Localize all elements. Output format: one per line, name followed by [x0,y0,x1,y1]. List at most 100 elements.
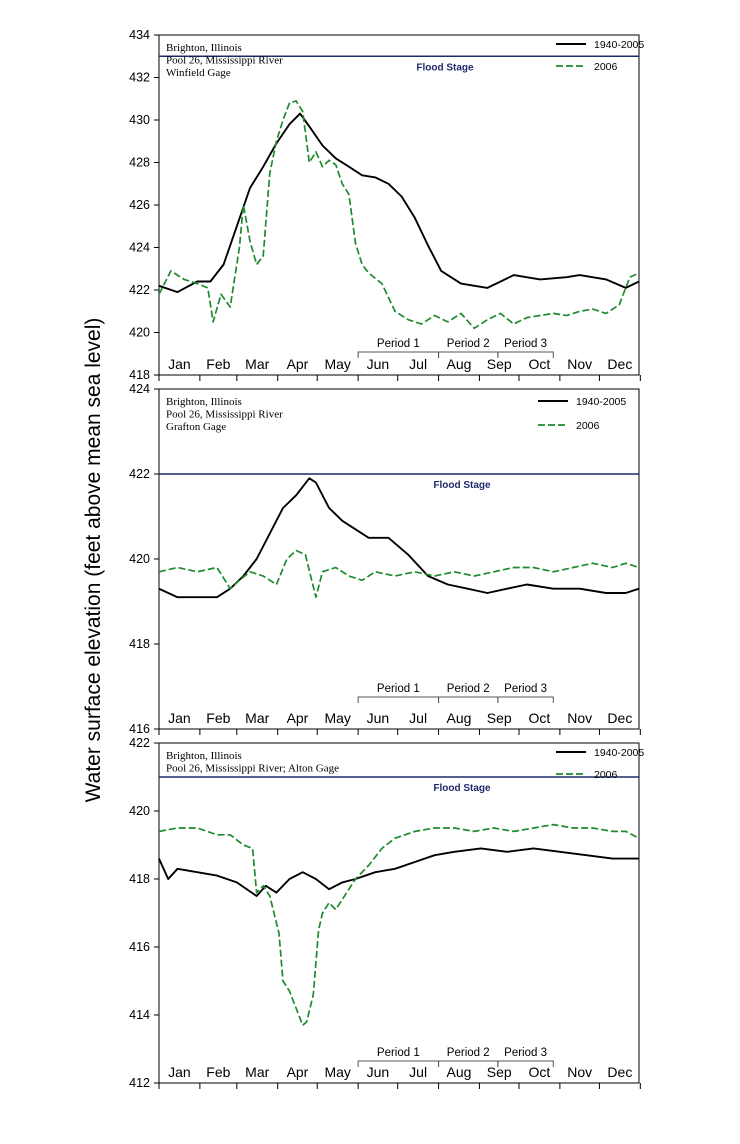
y-tick-label: 424 [129,241,150,255]
period-bracket [497,1060,554,1067]
month-label-jun: Jun [367,1064,390,1080]
month-label-aug: Aug [447,710,472,726]
month-label-oct: Oct [529,1064,551,1080]
series-line-1940-2005 [158,847,639,897]
y-tick-label: 414 [129,1008,150,1022]
month-label-aug: Aug [447,356,472,372]
plot-frame [158,34,640,376]
month-label-may: May [324,1064,350,1080]
month-label-may: May [324,356,350,372]
month-label-jun: Jun [367,710,390,726]
location-text: Pool 26, Mississippi River; Alton Gage [166,763,339,775]
legend-label: 1940-2005 [594,747,644,759]
period-bracket [497,696,554,703]
location-text: Brighton, Illinois [166,396,242,408]
plot-frame [158,388,640,730]
y-tick-label: 432 [129,71,150,85]
month-label-may: May [324,710,350,726]
month-label-jan: Jan [168,356,191,372]
y-tick-label: 416 [129,940,150,954]
flood-stage-label: Flood Stage [416,62,474,73]
y-tick-label: 418 [129,368,150,382]
y-tick-label: 422 [129,736,150,750]
y-tick-label: 424 [129,382,150,396]
legend-label: 1940-2005 [576,396,626,408]
month-label-oct: Oct [529,710,551,726]
legend-label: 2006 [576,420,600,432]
location-text: Winfield Gage [166,67,231,79]
chart-panels: Flood Stage 418 420 422 424 426 428 430 432 434 Ja… [129,28,644,1090]
y-tick-label: 418 [129,637,150,651]
period-bracket [438,696,499,703]
y-tick-label: 434 [129,28,150,42]
series-line-1940-2005 [158,477,640,599]
month-label-sep: Sep [487,356,512,372]
month-label-apr: Apr [287,356,309,372]
figure-ylabel: Water surface elevation (feet above mean… [82,318,105,803]
period-label: Period 3 [504,683,547,695]
month-label-feb: Feb [206,710,230,726]
month-label-mar: Mar [245,356,269,372]
chart-panel-3: Flood Stage 412 414 416 418 420 422 Jan Feb Mar Ap… [129,736,644,1090]
period-label: Period 3 [504,338,547,350]
series-line-2006 [158,823,640,1027]
period-label: Period 2 [447,1047,490,1059]
month-label-feb: Feb [206,1064,230,1080]
month-label-aug: Aug [447,1064,472,1080]
y-tick-label: 428 [129,156,150,170]
y-tick-label: 418 [129,872,150,886]
location-text: Brighton, Illinois [166,750,242,762]
flood-stage-label: Flood Stage [433,783,491,794]
month-label-nov: Nov [567,710,592,726]
period-label: Period 2 [447,338,490,350]
month-label-dec: Dec [607,710,632,726]
period-label: Period 2 [447,683,490,695]
location-text: Pool 26, Mississippi River [166,55,283,67]
y-tick-label: 420 [129,552,150,566]
month-label-mar: Mar [245,710,269,726]
month-label-sep: Sep [487,710,512,726]
location-text: Brighton, Illinois [166,42,242,54]
month-label-dec: Dec [607,356,632,372]
period-label: Period 1 [377,1047,420,1059]
flood-stage-label: Flood Stage [433,480,491,491]
month-label-jan: Jan [168,710,191,726]
y-tick-label: 426 [129,198,150,212]
y-tick-label: 430 [129,113,150,127]
month-label-apr: Apr [287,710,309,726]
month-label-feb: Feb [206,356,230,372]
series-line-2006 [158,100,640,330]
month-label-oct: Oct [529,356,551,372]
month-label-jan: Jan [168,1064,191,1080]
series-line-2006 [158,549,640,599]
location-text: Pool 26, Mississippi River [166,409,283,421]
legend-label: 2006 [594,61,618,73]
y-tick-label: 416 [129,722,150,736]
chart-panel-1: Flood Stage 418 420 422 424 426 428 430 432 434 Ja… [129,28,644,382]
month-label-dec: Dec [607,1064,632,1080]
legend-label: 1940-2005 [594,39,644,51]
period-label: Period 1 [377,683,420,695]
month-label-nov: Nov [567,356,592,372]
y-tick-label: 422 [129,467,150,481]
month-label-nov: Nov [567,1064,592,1080]
y-tick-label: 412 [129,1076,150,1090]
y-tick-label: 422 [129,283,150,297]
month-label-apr: Apr [287,1064,309,1080]
period-bracket [357,696,440,703]
month-label-jul: Jul [409,1064,427,1080]
period-label: Period 3 [504,1047,547,1059]
period-label: Period 1 [377,338,420,350]
location-text: Grafton Gage [166,421,226,433]
chart-panel-2: Flood Stage 416 418 420 422 424 Jan Feb Mar Apr Ma… [129,382,641,736]
y-tick-label: 420 [129,804,150,818]
month-label-jul: Jul [409,710,427,726]
month-label-jul: Jul [409,356,427,372]
plot-frame [158,742,640,1084]
month-label-mar: Mar [245,1064,269,1080]
series-line-1940-2005 [158,112,640,294]
period-bracket [497,351,554,358]
month-label-jun: Jun [367,356,390,372]
month-label-sep: Sep [487,1064,512,1080]
